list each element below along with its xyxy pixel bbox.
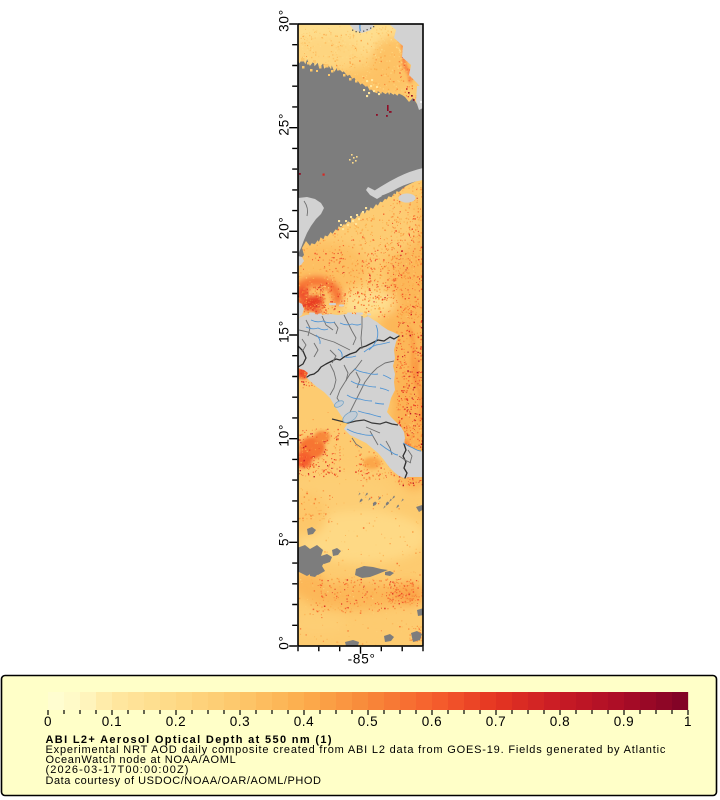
svg-text:20°: 20° — [276, 216, 291, 239]
svg-text:5°: 5° — [276, 532, 291, 547]
svg-text:0.8: 0.8 — [550, 714, 571, 729]
svg-text:25°: 25° — [276, 113, 291, 136]
svg-text:0.9: 0.9 — [614, 714, 635, 729]
svg-text:0: 0 — [44, 714, 52, 729]
svg-text:0.3: 0.3 — [230, 714, 251, 729]
svg-text:0.2: 0.2 — [166, 714, 187, 729]
svg-text:0.6: 0.6 — [422, 714, 443, 729]
svg-text:0.1: 0.1 — [102, 714, 123, 729]
svg-text:0.7: 0.7 — [486, 714, 507, 729]
svg-text:15°: 15° — [276, 320, 291, 343]
svg-text:-85°: -85° — [348, 652, 376, 667]
svg-text:30°: 30° — [276, 9, 291, 32]
svg-text:0.4: 0.4 — [294, 714, 315, 729]
svg-text:10°: 10° — [276, 424, 291, 447]
svg-text:1: 1 — [684, 714, 692, 729]
svg-text:0°: 0° — [276, 635, 291, 650]
svg-text:0.5: 0.5 — [358, 714, 379, 729]
